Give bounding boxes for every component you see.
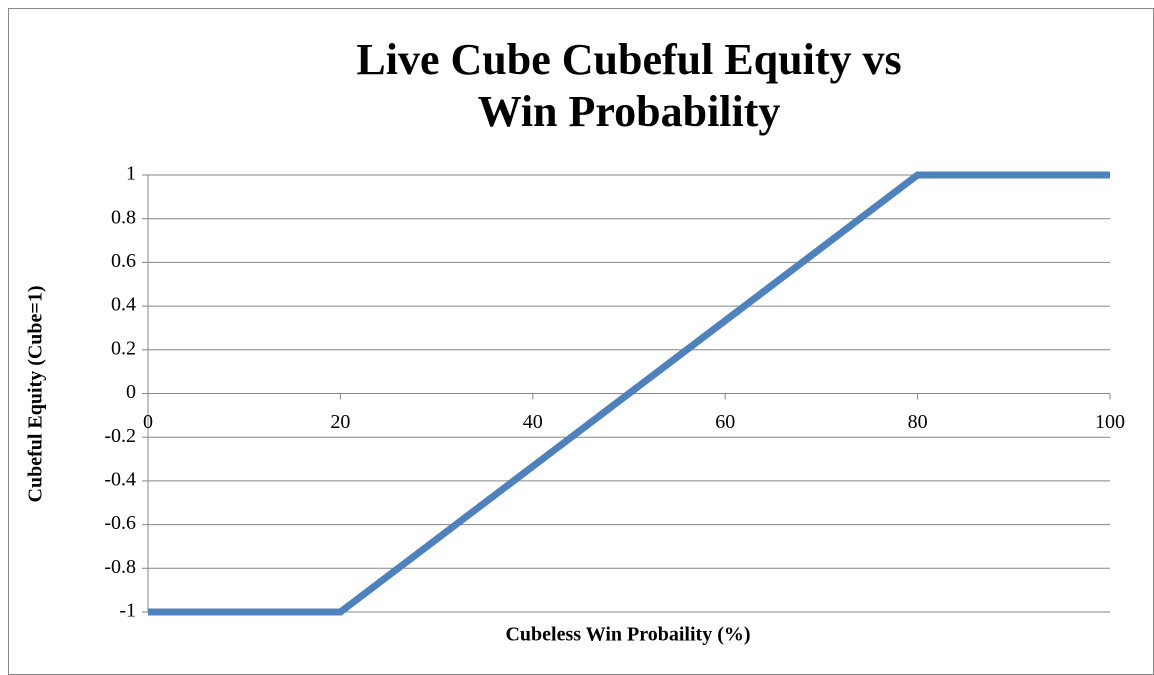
chart-title: Live Cube Cubeful Equity vs Win Probabil… [356,35,902,136]
y-axis-label: Cubeful Equity (Cube=1) [25,286,47,503]
y-tick-label: -0.2 [104,425,136,447]
y-tick-label: -0.8 [104,556,136,578]
y-tick-label: -0.6 [104,512,136,534]
y-tick-label: 0.6 [111,250,136,272]
y-tick-label: 0.2 [111,337,136,359]
y-tick-label: 0.8 [111,206,136,228]
x-tick-label: 60 [715,411,735,433]
x-tick-label: 20 [330,411,350,433]
x-tick-label: 80 [908,411,928,433]
x-tick-label: 40 [523,411,543,433]
y-tick-label: 0.4 [111,294,136,316]
y-tick-label: 1 [126,163,136,185]
y-tick-label: -1 [119,600,136,622]
x-tick-label: 0 [143,411,153,433]
y-tick-label: -0.4 [104,468,136,490]
x-axis-label: Cubeless Win Probaility (%) [505,624,750,646]
data-line [148,171,1110,616]
x-tick-label: 100 [1095,411,1125,433]
y-tick-label: 0 [126,381,136,403]
